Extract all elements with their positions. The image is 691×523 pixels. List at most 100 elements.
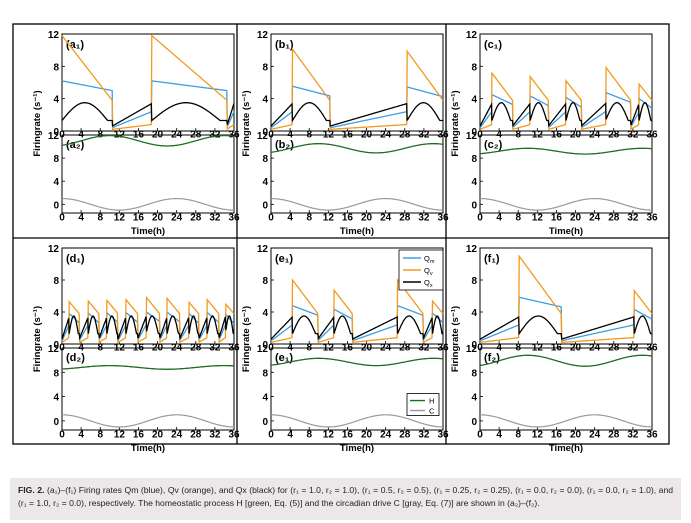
panel-1-top-y-tick-label: 0 — [53, 127, 59, 138]
panel-4-bottom-x-tick-label: 20 — [152, 429, 164, 440]
panel-1-bottom-x-tick-label: 24 — [171, 212, 183, 223]
panel-1-top-x-tick-label: 24 — [171, 129, 183, 140]
panel-3-bottom-plot-frame — [479, 134, 653, 214]
legend-label-H: H — [429, 397, 434, 406]
panel-5-top-x-tick-label: 24 — [380, 342, 392, 353]
panel-6-top-y-tick-label: 0 — [471, 340, 477, 351]
panel-3-bottom-x-tick-label: 24 — [589, 212, 601, 223]
panel-2-bottom-x-tick-label: 12 — [323, 212, 335, 223]
panel-4-top-x-tick-label: 16 — [133, 342, 145, 353]
panel-5-bottom-x-tick-label: 28 — [399, 429, 411, 440]
panel-3-top-x-tick-label: 8 — [515, 129, 521, 140]
panel-3-y-axis-label: Firingrate (s⁻¹) — [450, 90, 461, 156]
panel-6-top-x-tick-label: 36 — [646, 342, 658, 353]
panel-3-bottom-x-tick-label: 8 — [515, 212, 521, 223]
panel-4-bottom-plot-frame — [61, 347, 235, 431]
panel-5-top-y-tick-label: 4 — [262, 308, 268, 319]
panel-6-bottom-x-tick-label: 12 — [532, 429, 544, 440]
panel-6-top-y-tick-label: 4 — [471, 308, 477, 319]
panel-1-top-y-tick-label: 4 — [53, 95, 59, 106]
panel-5-top-x-tick-label: 0 — [268, 342, 274, 353]
panel-3-series-Qv — [479, 65, 653, 131]
panel-1-bottom-x-tick-label: 0 — [59, 212, 65, 223]
figure-frame — [12, 23, 670, 445]
panel-6-top-y-tick-label: 8 — [471, 276, 477, 287]
panel-1-bottom-x-tick-label: 16 — [133, 212, 145, 223]
panel-6-bottom-y-tick-label: 0 — [471, 417, 477, 428]
panel-6-top-x-tick-label: 12 — [532, 342, 544, 353]
panel-3-label-bottom: (c₂) — [484, 139, 503, 151]
panel-4-bottom-x-tick-label: 16 — [133, 429, 145, 440]
panel-2-top-x-tick-label: 36 — [437, 129, 449, 140]
panel-6-top-x-tick-label: 0 — [477, 342, 483, 353]
panel-6-top-x-tick-label: 8 — [515, 342, 521, 353]
panel-1-series-C — [62, 198, 234, 211]
panel-4-series-Qx — [61, 315, 235, 341]
panel-1-y-axis-label: Firingrate (s⁻¹) — [32, 90, 43, 156]
panel-5-top-x-tick-label: 16 — [342, 342, 354, 353]
panel-5-label-top: (e₁) — [275, 253, 293, 265]
panel-4-top-x-tick-label: 32 — [209, 342, 221, 353]
panel-5-series-Qx — [270, 315, 443, 341]
panel-1-x-axis-label: Time(h) — [131, 226, 165, 237]
panel-4-bottom-y-tick-label: 4 — [53, 393, 59, 404]
panel-3-top-x-tick-label: 24 — [589, 129, 601, 140]
panel-3-bottom-y-tick-label: 4 — [471, 177, 477, 188]
panel-3-top-y-tick-label: 4 — [471, 95, 477, 106]
panel-4-series-Qv — [61, 295, 235, 344]
panel-4-bottom-x-tick-label: 32 — [209, 429, 221, 440]
panel-2-top-x-tick-label: 24 — [380, 129, 392, 140]
panel-3-bottom-x-tick-label: 28 — [608, 212, 620, 223]
panel-4-top-x-tick-label: 20 — [152, 342, 164, 353]
panel-3-series-Qx — [479, 101, 652, 128]
panel-4-bottom-x-tick-label: 8 — [97, 429, 103, 440]
panel-3-top-x-tick-label: 32 — [627, 129, 639, 140]
legend-label-Qm: Qm — [424, 254, 435, 265]
panel-6-top-x-tick-label: 16 — [551, 342, 563, 353]
panel-1-top-plot-frame — [61, 33, 235, 132]
panel-4-bottom-x-tick-label: 12 — [114, 429, 126, 440]
panel-3-label-top: (c₁) — [484, 39, 502, 51]
panel-4-top-x-tick-label: 36 — [228, 342, 240, 353]
panel-1-bottom-x-tick-label: 4 — [78, 212, 84, 223]
panel-5-top-x-tick-label: 8 — [306, 342, 312, 353]
panel-3-top-x-tick-label: 4 — [496, 129, 502, 140]
panel-6-bottom-x-tick-label: 32 — [627, 429, 639, 440]
panel-4-bottom-x-tick-label: 0 — [59, 429, 65, 440]
panel-6-bottom-y-tick-label: 8 — [471, 368, 477, 379]
panel-1-top-x-tick-label: 0 — [59, 129, 65, 140]
panel-5-label-bottom: (e₁) — [275, 352, 293, 364]
panel-4-bottom-x-tick-label: 4 — [78, 429, 84, 440]
panel-5-bottom-y-tick-label: 4 — [262, 393, 268, 404]
panel-4-top-x-tick-label: 12 — [114, 342, 126, 353]
panel-1-label-top: (a₁) — [66, 39, 84, 51]
panel-1-bottom-x-tick-label: 28 — [190, 212, 202, 223]
panel-2-top-plot-frame — [270, 33, 444, 132]
panel-6-bottom-x-tick-label: 20 — [570, 429, 582, 440]
panel-6-top-x-tick-label: 4 — [496, 342, 502, 353]
panel-5-top-y-tick-label: 8 — [262, 276, 268, 287]
panel-1-bottom-x-tick-label: 12 — [114, 212, 126, 223]
panel-2-top-x-tick-label: 4 — [287, 129, 293, 140]
panel-1-bottom-y-tick-label: 8 — [53, 154, 59, 165]
panel-4-top-x-tick-label: 24 — [171, 342, 183, 353]
panel-6-series-Qx — [479, 315, 652, 341]
panel-2-series-Qm — [270, 85, 444, 129]
panel-3-x-axis-label: Time(h) — [549, 226, 583, 237]
panel-6-bottom-x-tick-label: 4 — [496, 429, 502, 440]
panel-3-bottom-x-tick-label: 16 — [551, 212, 563, 223]
panel-5-top-plot-frame — [270, 247, 444, 345]
panel-6-x-axis-label: Time(h) — [549, 443, 583, 454]
panel-1-top-x-tick-label: 20 — [152, 129, 164, 140]
panel-2-bottom-y-tick-label: 0 — [262, 200, 268, 211]
panel-3-bottom-y-tick-label: 0 — [471, 200, 477, 211]
figure-caption: FIG. 2. (a₁)–(f₁) Firing rates Qm (blue)… — [18, 484, 673, 509]
panel-5-y-axis-label: Firingrate (s⁻¹) — [241, 306, 252, 372]
panel-1-top-x-tick-label: 4 — [78, 129, 84, 140]
panel-2-bottom-y-tick-label: 12 — [257, 131, 269, 142]
panel-3-bottom-x-tick-label: 20 — [570, 212, 582, 223]
panel-1-label-bottom: (a₂) — [66, 139, 85, 151]
panel-4-top-y-tick-label: 4 — [53, 308, 59, 319]
panel-3-top-y-tick-label: 0 — [471, 127, 477, 138]
panel-2-bottom-x-tick-label: 16 — [342, 212, 354, 223]
